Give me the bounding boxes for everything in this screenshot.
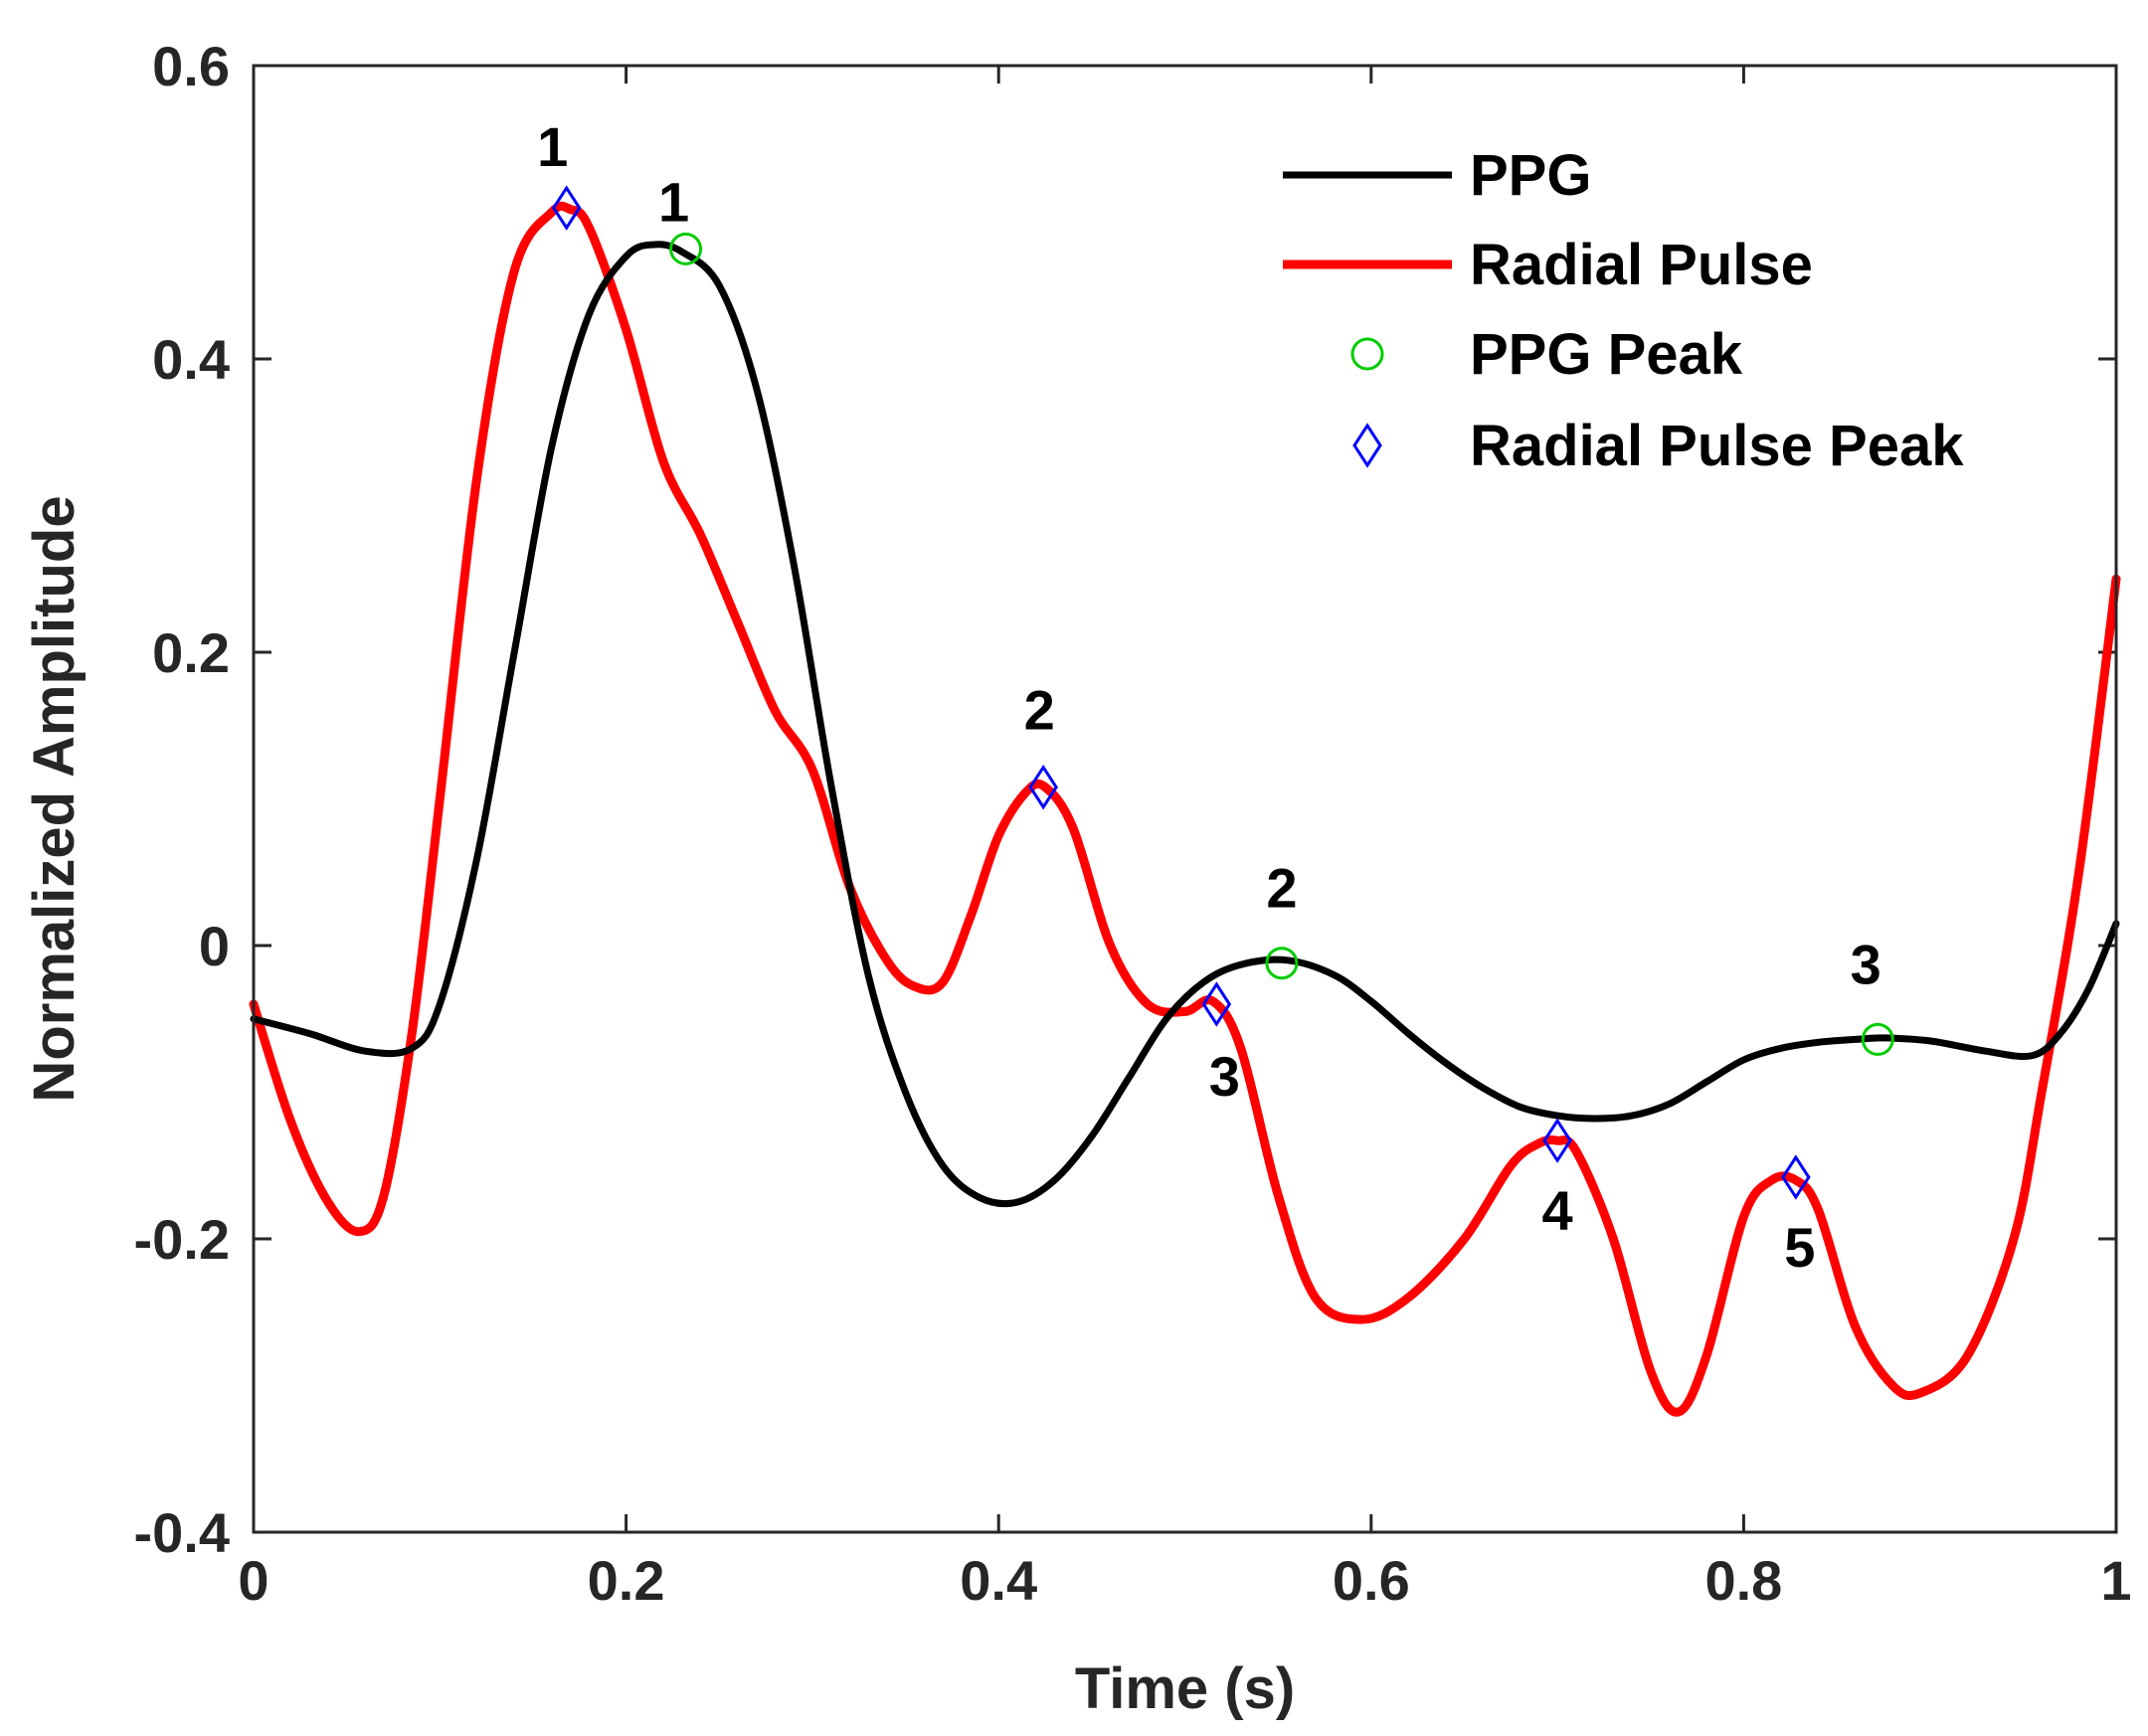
y-axis-title: Normalized Amplitude (22, 495, 87, 1102)
axes-box (252, 64, 2118, 1534)
ppg-peak-marker (1861, 1022, 1894, 1056)
legend-label: PPG Peak (1470, 322, 1743, 387)
ppg-peak-marker (669, 232, 703, 265)
y-tick-label: -0.2 (134, 1208, 231, 1271)
radial-pulse-peak-label: 3 (1209, 1045, 1240, 1108)
series-line-radial-pulse (249, 201, 2121, 1417)
markers-layer: 1 2 3 1 2 3 4 5 (537, 115, 1894, 1279)
ppg-peak-label: 3 (1851, 933, 1881, 995)
radial-pulse-peak-label: 5 (1784, 1216, 1815, 1279)
legend: PPG Radial Pulse PPG Peak Radial Pulse Peak (1283, 143, 1964, 478)
y-tick-label: -0.4 (134, 1501, 231, 1564)
radial-pulse-peak-marker (1781, 1154, 1811, 1200)
x-tick-label: 0 (238, 1549, 268, 1612)
x-tick-label: 0.2 (588, 1549, 665, 1612)
radial-pulse-peak-label: 4 (1542, 1179, 1573, 1242)
x-tick-label: 0.6 (1333, 1549, 1410, 1612)
radial-pulse-peak-marker (551, 185, 582, 231)
legend-ppg-peak-marker (1350, 337, 1384, 371)
ppg-peak-label: 1 (658, 170, 689, 233)
ppg-peak-marker (1265, 947, 1299, 980)
ppg-peak-label: 2 (1266, 857, 1297, 920)
series-line-ppg (250, 241, 2120, 1208)
legend-label: Radial Pulse (1470, 233, 1813, 297)
plot-area (254, 66, 2116, 1532)
radial-pulse-peak-label: 1 (537, 115, 568, 178)
legend-label: Radial Pulse Peak (1470, 414, 1964, 478)
y-tick-label: 0.2 (152, 621, 230, 684)
axis-ticks: 0 0.2 0.4 0.6 0.8 1 -0.4 -0.2 0 0.2 0.4 0.6 (134, 35, 2132, 1612)
radial-pulse-peak-marker (1542, 1118, 1572, 1163)
legend-radial-peak-marker (1352, 423, 1382, 468)
y-tick-label: 0 (199, 915, 230, 977)
radial-pulse-peak-label: 2 (1024, 679, 1055, 742)
legend-label: PPG (1470, 143, 1592, 208)
radial-pulse-peak-marker (1201, 981, 1232, 1027)
x-axis-title: Time (s) (1075, 1656, 1295, 1721)
y-tick-label: 0.6 (152, 35, 230, 97)
series-layer (249, 201, 2121, 1417)
y-tick-label: 0.4 (152, 328, 230, 391)
x-tick-label: 0.8 (1704, 1549, 1782, 1612)
x-tick-label: 0.4 (960, 1549, 1037, 1612)
x-tick-label: 1 (2100, 1549, 2131, 1612)
radial-pulse-peak-marker (1028, 764, 1058, 810)
